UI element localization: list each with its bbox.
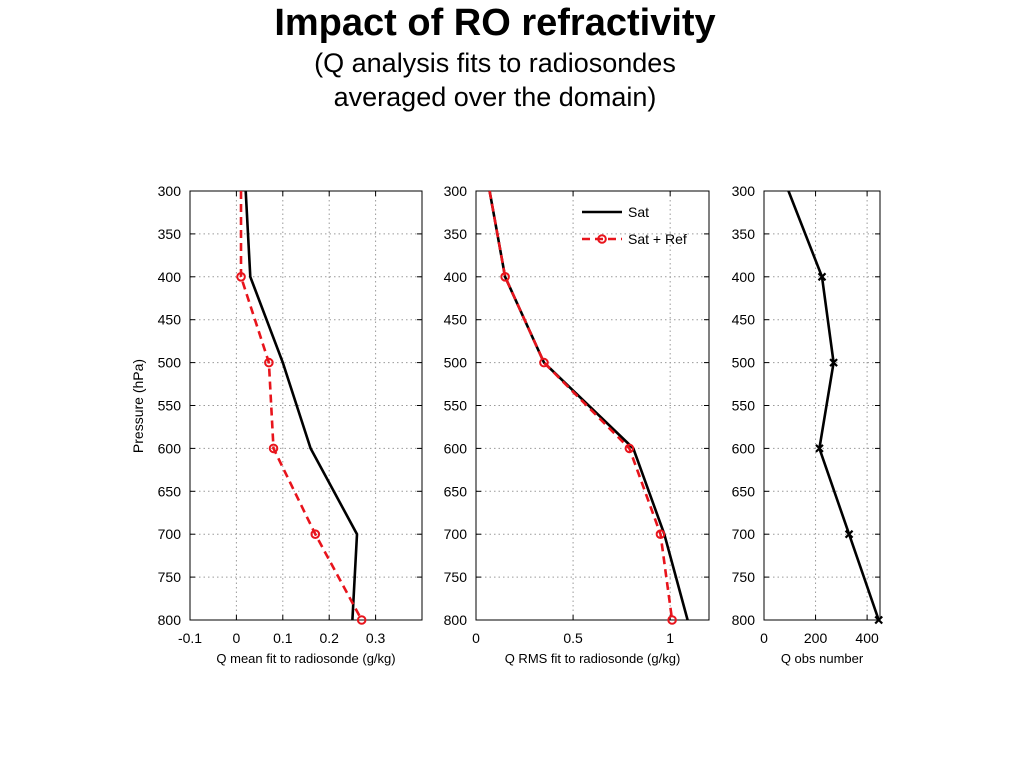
series-line-sat xyxy=(488,190,689,621)
y-tick-label: 550 xyxy=(158,398,182,414)
x-tick-label: 0.2 xyxy=(319,630,339,646)
y-tick-label: 650 xyxy=(732,483,756,499)
y-tick-label: 750 xyxy=(444,569,468,585)
x-axis-label: Q obs number xyxy=(781,651,864,666)
x-axis-label: Q mean fit to radiosonde (g/kg) xyxy=(216,651,395,666)
marker-circle xyxy=(264,357,274,368)
legend-label: Sat + Ref xyxy=(628,231,687,247)
subtitle-line-2: averaged over the domain) xyxy=(333,82,657,112)
y-tick-label: 450 xyxy=(732,312,756,328)
marker-circle xyxy=(500,272,510,282)
y-tick-label: 450 xyxy=(444,312,468,328)
marker-x xyxy=(829,358,838,367)
y-tick-label: 750 xyxy=(158,569,182,585)
x-tick-label: -0.1 xyxy=(178,630,202,646)
y-tick-label: 600 xyxy=(732,440,756,456)
y-tick-label: 400 xyxy=(732,269,756,285)
y-tick-label: 750 xyxy=(732,569,756,585)
page-title: Impact of RO refractivity xyxy=(274,2,716,44)
title-block: Impact of RO refractivity (Q analysis fi… xyxy=(0,0,990,114)
x-tick-label: 1 xyxy=(666,630,674,646)
y-tick-label: 550 xyxy=(444,398,468,414)
y-tick-label: 800 xyxy=(444,612,468,628)
y-tick-label: 650 xyxy=(444,483,468,499)
y-tick-label: 600 xyxy=(158,440,182,456)
series-line-sat-ref xyxy=(239,191,363,621)
subtitle-line-1: (Q analysis fits to radiosondes xyxy=(314,48,676,78)
y-tick-label: 350 xyxy=(444,226,468,242)
y-tick-label: 350 xyxy=(732,226,756,242)
x-tick-label: 0.3 xyxy=(366,630,386,646)
y-tick-label: 350 xyxy=(158,226,182,242)
marker-circle xyxy=(655,529,666,540)
y-tick-label: 800 xyxy=(158,612,182,628)
legend-label: Sat xyxy=(628,204,649,220)
y-tick-label: 500 xyxy=(158,355,182,371)
marker-circle xyxy=(236,272,246,282)
x-axis-label: Q RMS fit to radiosonde (g/kg) xyxy=(505,651,681,666)
marker-circle xyxy=(310,529,321,540)
x-tick-label: 0 xyxy=(760,630,768,646)
y-tick-label: 550 xyxy=(732,398,756,414)
legend-marker-circle xyxy=(597,234,607,244)
marker-x xyxy=(815,444,824,453)
y-tick-label: 300 xyxy=(732,183,756,199)
x-tick-label: 0.1 xyxy=(273,630,293,646)
marker-circle xyxy=(268,443,279,454)
y-tick-label: 400 xyxy=(444,269,468,285)
x-tick-label: 0 xyxy=(472,630,480,646)
y-tick-label: 800 xyxy=(732,612,756,628)
series-line-sat xyxy=(787,190,880,621)
marker-x xyxy=(844,529,854,539)
x-tick-label: 0 xyxy=(233,630,241,646)
y-axis-label: Pressure (hPa) xyxy=(130,359,146,453)
y-tick-label: 400 xyxy=(158,269,182,285)
marker-circle xyxy=(624,443,635,454)
chart-panel-1: 300 350 400 450 500 550 600 650 700 750 800 -0.1 0 0.… xyxy=(158,183,423,666)
series-line-sat-ref xyxy=(488,190,674,621)
y-tick-label: 500 xyxy=(732,355,756,371)
y-tick-label: 600 xyxy=(444,440,468,456)
axes-frame xyxy=(189,190,423,621)
marker-x xyxy=(817,272,827,282)
y-tick-label: 700 xyxy=(158,526,182,542)
series-line-sat xyxy=(244,190,359,621)
y-tick-label: 450 xyxy=(158,312,182,328)
marker-circle xyxy=(667,615,677,625)
marker-circle xyxy=(356,615,367,625)
y-tick-label: 300 xyxy=(444,183,468,199)
y-tick-label: 500 xyxy=(444,355,468,371)
marker-circle xyxy=(539,357,549,368)
y-tick-label: 650 xyxy=(158,483,182,499)
marker-x xyxy=(874,615,883,625)
y-tick-label: 700 xyxy=(444,526,468,542)
y-tick-label: 300 xyxy=(158,183,182,199)
legend: Sat Sat + Ref xyxy=(582,204,687,247)
x-tick-label: 0.5 xyxy=(563,630,583,646)
x-tick-label: 400 xyxy=(855,630,879,646)
y-tick-label: 700 xyxy=(732,526,756,542)
x-tick-label: 200 xyxy=(804,630,828,646)
axes-frame xyxy=(763,190,881,621)
